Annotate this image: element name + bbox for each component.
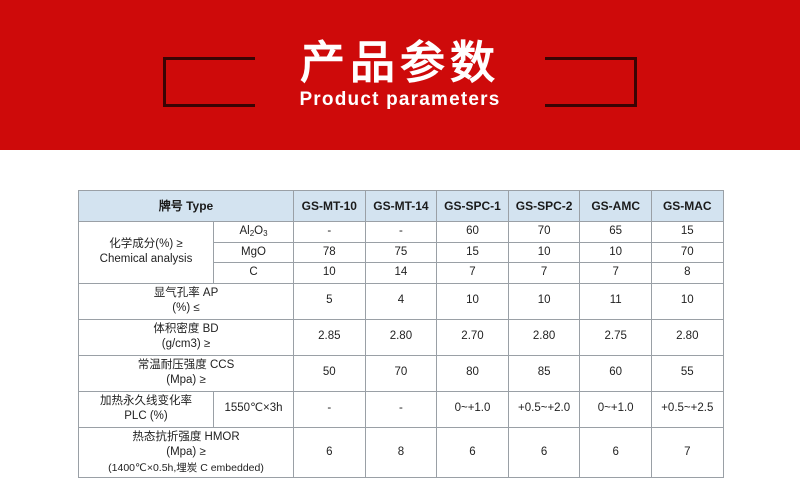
cell: 6 — [293, 426, 366, 478]
cell: 2.80 — [650, 318, 724, 356]
cell: 60 — [579, 354, 652, 392]
table-row: 体积密度 BD (g/cm3) ≥ 2.85 2.80 2.70 2.80 2.… — [77, 318, 724, 356]
cell: 78 — [293, 241, 366, 264]
header-grade-2: GS-SPC-1 — [436, 190, 509, 222]
cell: 10 — [650, 282, 724, 320]
cell: 10 — [507, 241, 581, 264]
row-label-plc-line1: 加热永久线变化率 — [100, 394, 192, 407]
cell: - — [293, 390, 366, 428]
cell: 70 — [364, 354, 438, 392]
sub-label-mgo: MgO — [212, 241, 295, 264]
cell: 85 — [507, 354, 581, 392]
cell: 10 — [436, 282, 509, 320]
cell: 55 — [650, 354, 724, 392]
cell: 7 — [650, 426, 724, 478]
table-row: MgO 78 75 15 10 10 70 — [79, 241, 724, 264]
table-row: 常温耐压强度 CCS (Mpa) ≥ 50 70 80 85 60 55 — [77, 354, 724, 392]
row-label-bulk-density: 体积密度 BD (g/cm3) ≥ — [77, 318, 295, 356]
row-label-plc-line2: PLC (%) — [124, 410, 168, 423]
row-label-apparent-porosity-line2: (%) ≤ — [172, 302, 200, 315]
cell: 2.75 — [579, 318, 652, 356]
row-label-cold-crushing-strength-line1: 常温耐压强度 CCS — [137, 358, 235, 371]
cell: 4 — [364, 282, 438, 320]
bracket-left-decoration — [163, 57, 255, 107]
bracket-right-decoration — [545, 57, 637, 107]
table-header: 牌号 Type GS-MT-10 GS-MT-14 GS-SPC-1 GS-SP… — [77, 190, 724, 222]
cell: 70 — [507, 221, 581, 243]
header-grade-1: GS-MT-14 — [364, 190, 438, 222]
cell: 70 — [650, 241, 724, 264]
cell: - — [364, 390, 438, 428]
header-type-label: 牌号 Type — [77, 190, 295, 222]
table-row: 加热永久线变化率 PLC (%) 1550℃×3h - - 0~+1.0 +0.… — [78, 390, 724, 428]
cell: 7 — [507, 262, 581, 284]
cell: 50 — [293, 354, 366, 392]
header-grade-0: GS-MT-10 — [293, 190, 366, 222]
row-label-apparent-porosity-line1: 显气孔率 AP — [153, 286, 219, 299]
cell: 75 — [364, 241, 438, 264]
row-label-chemical-analysis-cn: 化学成分(%) ≥ — [109, 237, 183, 250]
row-label-hmor-line2: (Mpa) ≥ — [166, 446, 206, 459]
table-row: 化学成分(%) ≥ Chemical analysis Al2O3 - - 60… — [78, 221, 724, 284]
page-title: 产品参数 — [299, 35, 500, 89]
row-label-chemical-analysis-en: Chemical analysis — [99, 253, 193, 266]
header-grade-3: GS-SPC-2 — [507, 190, 581, 222]
cell: - — [293, 221, 366, 243]
banner-text-block: 产品参数 Product parameters — [0, 0, 800, 150]
cell: 6 — [436, 426, 509, 478]
row-label-plc: 加热永久线变化率 PLC (%) — [78, 390, 214, 428]
row-label-hmor: 热态抗折强度 HMOR (Mpa) ≥ (1400℃×0.5h,埋炭 C emb… — [77, 426, 295, 478]
row-label-chemical-analysis: 化学成分(%) ≥ Chemical analysis — [78, 221, 214, 284]
sub-label-al2o3: Al2O3 — [212, 221, 295, 243]
cell: 2.85 — [293, 318, 366, 356]
cell: 10 — [507, 282, 581, 320]
cell: 6 — [507, 426, 581, 478]
row-label-hmor-line1: 热态抗折强度 HMOR — [132, 430, 240, 443]
cell: 14 — [364, 262, 438, 284]
row-label-hmor-line3: (1400℃×0.5h,埋炭 C embedded) — [108, 461, 264, 474]
spec-table-wrapper: 牌号 Type GS-MT-10 GS-MT-14 GS-SPC-1 GS-SP… — [77, 190, 724, 478]
table-body: 化学成分(%) ≥ Chemical analysis Al2O3 - - 60… — [77, 221, 724, 478]
cell: 11 — [579, 282, 652, 320]
cell: 5 — [293, 282, 366, 320]
table-row: 显气孔率 AP (%) ≤ 5 4 10 10 11 10 — [77, 282, 724, 320]
cell: 0~+1.0 — [579, 390, 652, 428]
cell: 10 — [579, 241, 652, 264]
sub-label-c: C — [212, 262, 295, 284]
cell: 60 — [436, 221, 509, 243]
table-header-row: 牌号 Type GS-MT-10 GS-MT-14 GS-SPC-1 GS-SP… — [77, 190, 724, 222]
cell: +0.5~+2.0 — [507, 390, 581, 428]
cell: 80 — [436, 354, 509, 392]
cell: 7 — [579, 262, 652, 284]
cell: 7 — [436, 262, 509, 284]
cell: 2.70 — [436, 318, 509, 356]
page-subtitle: Product parameters — [299, 89, 501, 111]
page-banner: 产品参数 Product parameters — [0, 0, 800, 150]
row-label-bulk-density-line2: (g/cm3) ≥ — [161, 338, 211, 351]
product-parameters-table: 牌号 Type GS-MT-10 GS-MT-14 GS-SPC-1 GS-SP… — [77, 190, 724, 478]
cell: 15 — [436, 241, 509, 264]
cell: 2.80 — [364, 318, 438, 356]
row-label-apparent-porosity: 显气孔率 AP (%) ≤ — [77, 282, 295, 320]
cell: 2.80 — [507, 318, 581, 356]
sub-label-plc-condition: 1550℃×3h — [212, 390, 295, 428]
cell: 0~+1.0 — [436, 390, 509, 428]
cell: 6 — [579, 426, 652, 478]
row-label-bulk-density-line1: 体积密度 BD — [153, 322, 219, 335]
cell: 10 — [293, 262, 366, 284]
table-row: 热态抗折强度 HMOR (Mpa) ≥ (1400℃×0.5h,埋炭 C emb… — [77, 426, 724, 478]
cell: - — [364, 221, 438, 243]
cell: 8 — [364, 426, 438, 478]
row-label-cold-crushing-strength: 常温耐压强度 CCS (Mpa) ≥ — [77, 354, 295, 392]
cell: 8 — [650, 262, 724, 284]
header-grade-4: GS-AMC — [579, 190, 652, 222]
cell: 15 — [650, 221, 724, 243]
row-label-cold-crushing-strength-line2: (Mpa) ≥ — [166, 374, 206, 387]
header-grade-5: GS-MAC — [650, 190, 724, 222]
cell: +0.5~+2.5 — [650, 390, 724, 428]
cell: 65 — [579, 221, 652, 243]
